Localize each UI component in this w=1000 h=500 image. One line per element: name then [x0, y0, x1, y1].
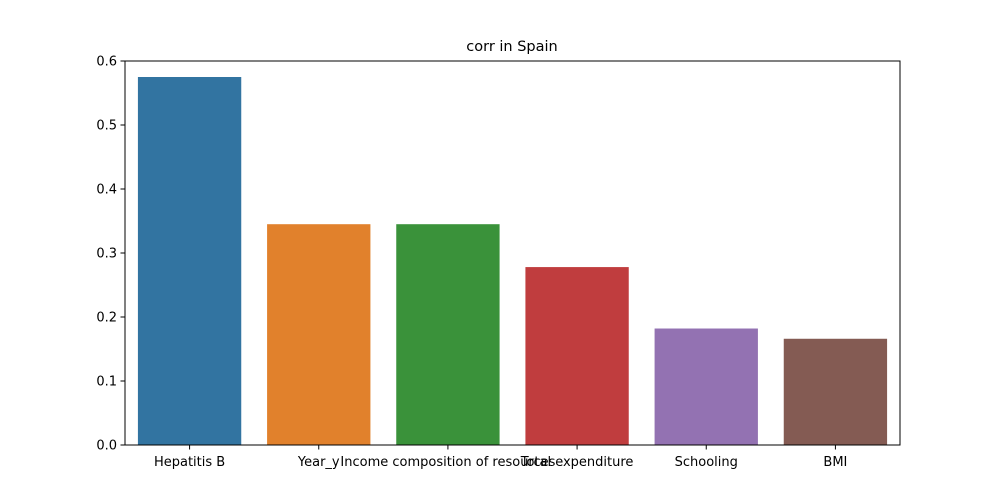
- y-axis-ticks: 0.0 0.1 0.2 0.3 0.4 0.5 0.6: [96, 55, 125, 454]
- x-tick-label: Schooling: [675, 455, 738, 470]
- y-tick-label: 0.3: [96, 247, 117, 262]
- y-tick-label: 0.6: [96, 55, 117, 70]
- y-tick-label: 0.2: [96, 311, 117, 326]
- y-tick-label: 0.1: [96, 375, 117, 390]
- chart-title: corr in Spain: [466, 39, 557, 55]
- x-tick-label: Income composition of resources: [340, 455, 555, 470]
- bar: [525, 267, 629, 445]
- x-tick-label: BMI: [823, 455, 847, 470]
- bars-group: [137, 77, 888, 445]
- y-tick-label: 0.4: [96, 183, 117, 198]
- plot-frame: [124, 60, 901, 446]
- bar: [267, 224, 371, 445]
- x-tick-label: Hepatitis B: [154, 455, 225, 470]
- x-tick-label: Total expenditure: [520, 455, 634, 470]
- x-tick-label: Year_y: [297, 455, 340, 470]
- bar: [654, 328, 758, 445]
- x-axis-ticks: Hepatitis B Year_y Income composition of r…: [154, 445, 847, 470]
- y-tick-label: 0.5: [96, 119, 117, 134]
- y-tick-label: 0.0: [96, 439, 117, 454]
- bar: [396, 224, 500, 445]
- bar: [137, 77, 242, 445]
- bar: [783, 338, 888, 445]
